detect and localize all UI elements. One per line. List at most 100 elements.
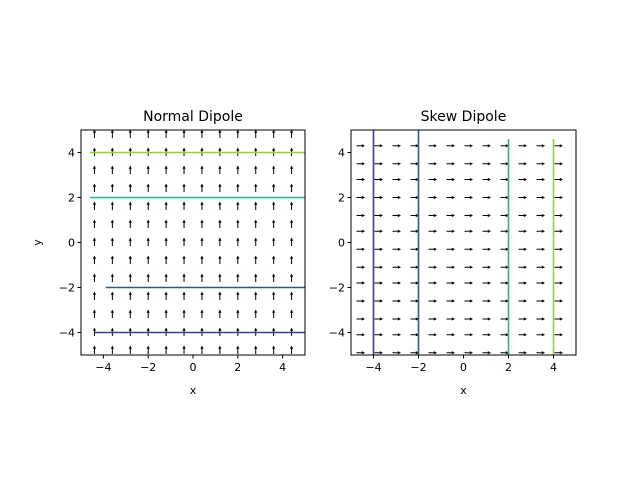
y-tick-label: −4 bbox=[329, 327, 345, 340]
field-arrow bbox=[164, 165, 168, 174]
field-arrow bbox=[374, 317, 383, 321]
field-arrow bbox=[446, 195, 455, 200]
field-arrow bbox=[92, 345, 97, 354]
field-arrow bbox=[254, 255, 258, 264]
field-arrow bbox=[92, 201, 97, 210]
field-arrow bbox=[464, 177, 473, 182]
skew-contours bbox=[372, 130, 555, 355]
field-arrow bbox=[464, 281, 473, 285]
field-arrow bbox=[356, 247, 365, 251]
field-arrow bbox=[272, 165, 276, 174]
skew-arrows bbox=[356, 144, 563, 355]
field-arrow bbox=[272, 255, 276, 264]
field-arrow bbox=[254, 219, 258, 228]
field-arrow bbox=[536, 247, 545, 251]
field-arrow bbox=[200, 165, 204, 174]
field-arrow bbox=[128, 219, 132, 228]
field-arrow bbox=[128, 309, 132, 318]
field-arrow bbox=[254, 201, 258, 210]
field-arrow bbox=[410, 144, 419, 148]
field-arrow bbox=[410, 317, 419, 321]
field-arrow bbox=[464, 351, 473, 355]
field-arrow bbox=[218, 201, 222, 210]
field-arrow bbox=[554, 265, 563, 269]
normal-dipole-title: Normal Dipole bbox=[143, 109, 243, 125]
field-arrow bbox=[464, 265, 473, 269]
y-tick-label: 4 bbox=[68, 147, 75, 160]
field-arrow bbox=[146, 183, 150, 192]
field-arrow bbox=[146, 201, 150, 210]
field-arrow bbox=[428, 265, 437, 269]
field-arrow bbox=[128, 291, 132, 300]
field-arrow bbox=[236, 201, 240, 210]
skew-dipole-title: Skew Dipole bbox=[421, 109, 507, 125]
x-tick-label: −4 bbox=[365, 361, 381, 374]
field-arrow bbox=[482, 351, 491, 355]
field-arrow bbox=[254, 345, 258, 354]
field-arrow bbox=[554, 333, 563, 337]
field-arrow bbox=[164, 130, 168, 138]
field-arrow bbox=[428, 162, 437, 166]
field-arrow bbox=[236, 345, 240, 354]
field-arrow bbox=[110, 237, 114, 246]
field-arrow bbox=[446, 265, 455, 269]
field-arrow bbox=[464, 317, 473, 321]
field-arrow bbox=[164, 273, 168, 282]
normal-contours bbox=[89, 151, 305, 334]
field-arrow bbox=[500, 144, 509, 148]
field-arrow bbox=[464, 333, 473, 337]
field-arrow bbox=[464, 247, 473, 251]
field-arrow bbox=[482, 144, 491, 148]
field-arrow bbox=[110, 255, 114, 264]
field-arrow bbox=[374, 213, 383, 218]
field-arrow bbox=[410, 299, 419, 303]
field-arrow bbox=[374, 195, 383, 200]
field-arrow bbox=[200, 255, 204, 264]
field-arrow bbox=[482, 229, 491, 233]
field-arrow bbox=[200, 219, 204, 228]
field-arrow bbox=[254, 183, 258, 192]
field-arrow bbox=[482, 195, 491, 200]
field-arrow bbox=[410, 195, 419, 200]
field-arrow bbox=[218, 183, 222, 192]
field-arrow bbox=[374, 333, 383, 337]
field-arrow bbox=[289, 255, 294, 264]
field-arrow bbox=[482, 333, 491, 337]
field-arrow bbox=[254, 165, 258, 174]
field-arrow bbox=[392, 213, 401, 218]
field-arrow bbox=[164, 201, 168, 210]
field-arrow bbox=[289, 345, 294, 354]
field-arrow bbox=[200, 201, 204, 210]
field-arrow bbox=[289, 291, 294, 300]
field-arrow bbox=[410, 229, 419, 233]
field-arrow bbox=[146, 165, 150, 174]
field-arrow bbox=[482, 281, 491, 285]
field-arrow bbox=[554, 162, 563, 166]
field-arrow bbox=[200, 183, 204, 192]
field-arrow bbox=[482, 213, 491, 218]
field-arrow bbox=[236, 291, 240, 300]
field-arrow bbox=[464, 299, 473, 303]
field-arrow bbox=[518, 195, 527, 200]
field-arrow bbox=[536, 162, 545, 166]
field-arrow bbox=[164, 237, 168, 246]
field-arrow bbox=[356, 299, 365, 303]
field-arrow bbox=[254, 309, 258, 318]
field-arrow bbox=[236, 237, 240, 246]
field-arrow bbox=[182, 130, 186, 138]
field-arrow bbox=[200, 273, 204, 282]
x-tick-label: 2 bbox=[234, 361, 241, 374]
field-arrow bbox=[200, 345, 204, 354]
field-arrow bbox=[428, 177, 437, 182]
field-arrow bbox=[182, 219, 186, 228]
field-arrow bbox=[428, 144, 437, 148]
y-tick-label: −2 bbox=[59, 282, 75, 295]
field-arrow bbox=[356, 213, 365, 218]
field-arrow bbox=[500, 213, 509, 218]
field-arrow bbox=[110, 273, 114, 282]
field-arrow bbox=[482, 162, 491, 166]
field-arrow bbox=[128, 130, 132, 138]
field-arrow bbox=[554, 144, 563, 148]
field-arrow bbox=[110, 201, 114, 210]
field-arrow bbox=[554, 247, 563, 251]
